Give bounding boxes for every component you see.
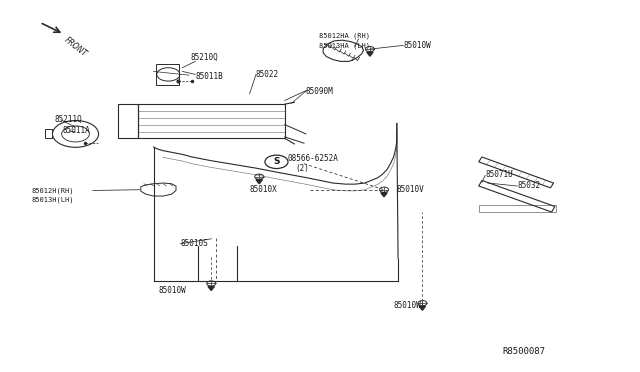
Polygon shape xyxy=(367,52,373,56)
Bar xyxy=(138,104,285,138)
Text: 85011A: 85011A xyxy=(63,126,90,135)
Polygon shape xyxy=(208,286,214,291)
Text: S: S xyxy=(273,157,280,166)
Text: 85010V: 85010V xyxy=(397,185,424,194)
Text: 08566-6252A: 08566-6252A xyxy=(288,154,339,163)
Text: 85012HA (RH): 85012HA (RH) xyxy=(319,32,370,39)
Circle shape xyxy=(265,155,288,169)
Text: 85010X: 85010X xyxy=(250,185,277,194)
Text: 85011B: 85011B xyxy=(195,72,223,81)
Text: 85010W: 85010W xyxy=(159,286,186,295)
Polygon shape xyxy=(419,306,426,310)
Text: 85010S: 85010S xyxy=(180,239,208,248)
Text: 85022: 85022 xyxy=(256,70,279,79)
Text: 85032: 85032 xyxy=(517,182,540,190)
Text: 85012H(RH): 85012H(RH) xyxy=(32,187,74,194)
Text: (2): (2) xyxy=(296,164,310,173)
Polygon shape xyxy=(381,193,387,197)
Text: 85210Q: 85210Q xyxy=(191,53,218,62)
Text: FRONT: FRONT xyxy=(63,35,89,58)
Text: 85010W: 85010W xyxy=(403,41,431,50)
Bar xyxy=(479,205,556,212)
Polygon shape xyxy=(256,180,262,184)
Text: 85090M: 85090M xyxy=(306,87,333,96)
Text: 85013H(LH): 85013H(LH) xyxy=(32,197,74,203)
Text: R8500087: R8500087 xyxy=(502,347,545,356)
Text: 85071U: 85071U xyxy=(485,170,513,179)
Text: 85211Q: 85211Q xyxy=(54,115,82,124)
Text: 85010W: 85010W xyxy=(394,301,421,310)
Text: 85013HA (LH): 85013HA (LH) xyxy=(319,42,370,49)
